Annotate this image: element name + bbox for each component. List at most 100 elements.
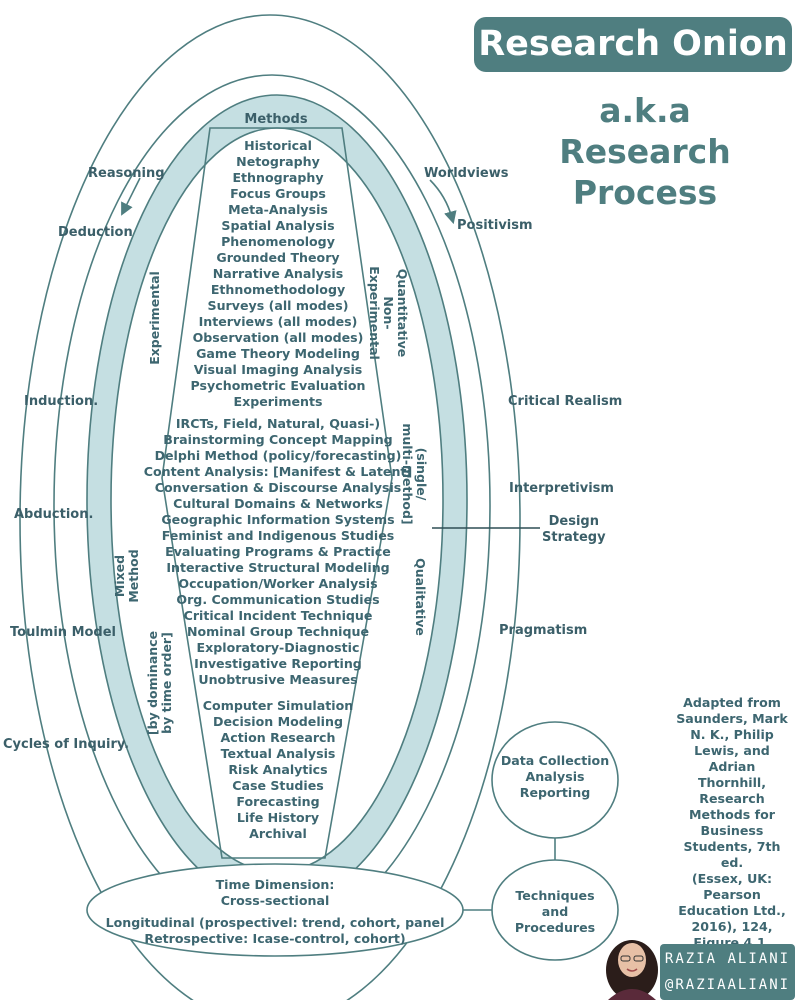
dominance-label: [by dominance by time order] bbox=[145, 630, 174, 736]
techniques-line: Techniques bbox=[515, 888, 595, 903]
dominance-line: by time order] bbox=[159, 632, 174, 734]
subtitle-line: a.k.a bbox=[599, 91, 691, 130]
data-collection-line: Reporting bbox=[519, 785, 591, 800]
reasoning-deduction: Deduction bbox=[58, 225, 133, 240]
worldviews-arrow bbox=[429, 179, 457, 225]
method-item: Life History bbox=[236, 810, 320, 825]
dominance-line: [by dominance bbox=[145, 630, 160, 736]
techniques-text: Techniques and Procedures bbox=[492, 888, 618, 936]
avatar bbox=[606, 940, 658, 1000]
quantitative-line: Quantitative bbox=[395, 268, 410, 358]
mixed-method-label: Mixed Method bbox=[112, 549, 141, 603]
techniques-line: and bbox=[541, 904, 569, 919]
method-item: Historical bbox=[244, 138, 312, 153]
design-strategy-label: Design Strategy bbox=[542, 514, 606, 546]
subtitle-line: Process bbox=[572, 173, 718, 212]
mixed-method-line: Method bbox=[126, 549, 141, 603]
mixed-method-line: Mixed bbox=[112, 554, 127, 598]
methods-header: Methods bbox=[244, 112, 308, 127]
time-dimension-text: Time Dimension: Cross-sectional Longitud… bbox=[95, 877, 455, 947]
method-item: Org. Communication Studies bbox=[176, 592, 380, 607]
reasoning-toulmin: Toulmin Model bbox=[10, 625, 117, 640]
reasoning-cycles: Cycles of Inquiry. bbox=[3, 737, 130, 752]
worldviews-header: Worldviews bbox=[424, 166, 509, 181]
worldview-positivism: Positivism bbox=[457, 218, 533, 233]
method-item: Content Analysis: [Manifest & Latent] bbox=[143, 464, 413, 479]
citation-line: (Essex, UK: bbox=[691, 871, 773, 886]
methods-group-1: Historical Netography Ethnography Focus … bbox=[140, 138, 416, 410]
strategy-band bbox=[86, 94, 468, 906]
worldview-pragmatism: Pragmatism bbox=[499, 623, 588, 638]
method-item: Risk Analytics bbox=[228, 762, 328, 777]
time-dimension-line: Retrospective: Icase-control, cohort) bbox=[144, 931, 406, 946]
method-item: Meta-Analysis bbox=[228, 202, 328, 217]
method-item: Narrative Analysis bbox=[212, 266, 344, 281]
design-strategy-line-text: Design bbox=[548, 514, 599, 529]
method-item: Nominal Group Technique bbox=[186, 624, 370, 639]
method-item: Ethnomethodology bbox=[210, 282, 346, 297]
method-item: Interactive Structural Modeling bbox=[166, 560, 390, 575]
method-item: Interviews (all modes) bbox=[198, 314, 358, 329]
method-item: Decision Modeling bbox=[213, 714, 343, 729]
citation-line: Lewis, and Adrian bbox=[694, 743, 770, 774]
method-item: Archival bbox=[249, 826, 307, 841]
method-item: Netography bbox=[236, 154, 320, 169]
worldview-critical-realism: Critical Realism bbox=[508, 394, 623, 409]
design-strategy-line-text: Strategy bbox=[542, 530, 606, 545]
method-item: Exploratory-Diagnostic bbox=[196, 640, 360, 655]
method-item: Geographic Information Systems bbox=[161, 512, 395, 527]
method-item: Case Studies bbox=[232, 778, 324, 793]
method-item: Phenomenology bbox=[221, 234, 335, 249]
methods-group-3: Computer Simulation Decision Modeling Ac… bbox=[140, 698, 416, 842]
experimental-label: Experimental bbox=[147, 271, 162, 365]
method-item: Forecasting bbox=[236, 794, 320, 809]
citation-line: Students, 7th ed. bbox=[683, 839, 781, 870]
single-multi-line: (single/ bbox=[414, 447, 429, 501]
author-text: RAZIA ALIANI @RAZIAALIANI bbox=[660, 946, 795, 998]
citation-line: Thornhill, bbox=[697, 775, 767, 790]
single-multi-label: (single/ multi-method] bbox=[400, 423, 429, 525]
citation-line: Saunders, Mark bbox=[676, 711, 788, 726]
data-collection-text: Data Collection Analysis Reporting bbox=[492, 753, 618, 801]
citation-line: Adapted from bbox=[683, 695, 781, 710]
time-dimension-line: Cross-sectional bbox=[220, 893, 330, 908]
method-item: Cultural Domains & Networks bbox=[173, 496, 383, 511]
page-title: Research Onion bbox=[474, 17, 792, 72]
time-dimension-header: Time Dimension: bbox=[215, 877, 335, 892]
method-item: Computer Simulation bbox=[202, 698, 354, 713]
worldview-interpretivism: Interpretivism bbox=[509, 481, 614, 496]
method-item: Delphi Method (policy/forecasting) bbox=[154, 448, 402, 463]
method-item: Textual Analysis bbox=[220, 746, 336, 761]
citation-line: Research bbox=[699, 791, 765, 806]
method-item: Experiments bbox=[233, 394, 323, 409]
method-item: Unobtrusive Measures bbox=[198, 672, 358, 687]
method-item: Ethnography bbox=[232, 170, 324, 185]
techniques-line: Procedures bbox=[514, 920, 596, 935]
method-item: Action Research bbox=[220, 730, 336, 745]
method-item: Visual Imaging Analysis bbox=[193, 362, 363, 377]
single-multi-line: multi-method] bbox=[400, 423, 415, 525]
data-collection-line: Data Collection bbox=[500, 753, 610, 768]
time-dimension-line: Longitudinal (prospectivel: trend, cohor… bbox=[105, 915, 445, 930]
author-badge bbox=[660, 944, 795, 1000]
outer-ring bbox=[19, 14, 521, 1000]
citation-line: Education Ltd., bbox=[678, 903, 786, 918]
methods-group-2: IRCTs, Field, Natural, Quasi-) Brainstor… bbox=[140, 416, 416, 688]
subtitle: a.k.a Research Process bbox=[545, 90, 745, 213]
citation-line: Pearson bbox=[703, 887, 761, 902]
citation-line: 2016), 124, bbox=[691, 919, 773, 934]
method-item: Observation (all modes) bbox=[192, 330, 364, 345]
subtitle-line: Research bbox=[559, 132, 731, 171]
citation: Adapted from Saunders, Mark N. K., Phili… bbox=[672, 695, 792, 951]
method-item: Game Theory Modeling bbox=[196, 346, 360, 361]
quantitative-line: Experimental bbox=[367, 266, 382, 360]
qualitative-label: Qualitative bbox=[413, 558, 428, 636]
method-item: Focus Groups bbox=[230, 186, 326, 201]
method-item: Grounded Theory bbox=[216, 250, 340, 265]
method-item: Psychometric Evaluation bbox=[190, 378, 366, 393]
quantitative-label: Quantitative Non- Experimental bbox=[367, 266, 410, 360]
reasoning-arrow bbox=[121, 177, 141, 216]
author-handle: @RAZIAALIANI bbox=[664, 977, 791, 993]
citation-line: N. K., Philip bbox=[690, 727, 774, 742]
